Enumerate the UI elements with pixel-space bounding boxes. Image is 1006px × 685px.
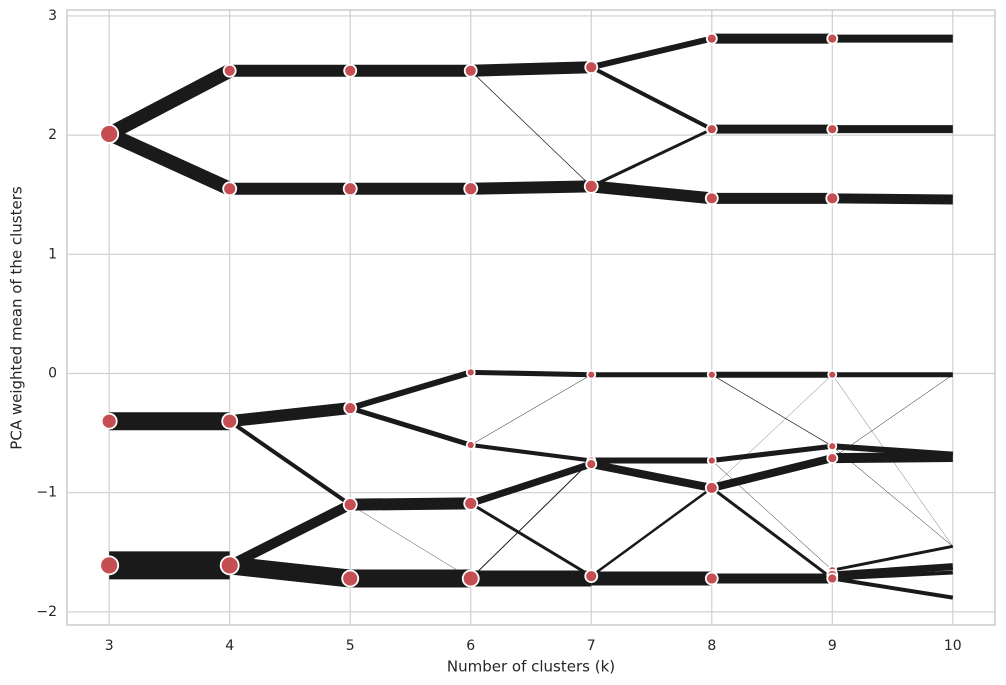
edge <box>711 460 833 571</box>
edge <box>710 486 834 580</box>
edge <box>470 70 592 187</box>
node <box>463 181 479 197</box>
edge <box>469 502 593 578</box>
y-tick-label: 3 <box>48 8 57 24</box>
node <box>705 123 718 136</box>
y-tick-label: −2 <box>36 604 57 620</box>
edge <box>590 127 713 188</box>
edge <box>711 443 833 464</box>
node <box>826 572 839 585</box>
edge <box>349 369 472 411</box>
node <box>825 191 840 206</box>
x-tick-label: 3 <box>105 638 114 654</box>
edge <box>831 576 954 600</box>
edge <box>832 193 953 205</box>
node <box>99 555 120 576</box>
x-tick-label: 9 <box>828 638 837 654</box>
edge <box>590 460 713 492</box>
node <box>343 401 358 415</box>
node <box>826 452 839 465</box>
node <box>826 32 839 45</box>
edge <box>832 374 953 547</box>
plot-background <box>67 10 995 625</box>
node <box>461 569 480 588</box>
node <box>704 571 719 586</box>
edge <box>470 443 592 463</box>
node <box>219 555 240 576</box>
edge <box>832 374 953 459</box>
edge <box>350 504 471 579</box>
edge <box>228 556 352 588</box>
node <box>583 178 599 194</box>
node <box>706 369 717 380</box>
y-axis-label: PCA weighted mean of the clusters <box>8 186 26 450</box>
edge <box>470 61 592 77</box>
edge <box>832 544 954 572</box>
node <box>704 481 719 495</box>
node <box>342 181 358 197</box>
edge <box>106 127 233 196</box>
node <box>706 455 717 466</box>
edge <box>350 497 471 511</box>
node <box>222 181 238 197</box>
node <box>100 412 118 430</box>
node <box>585 458 598 470</box>
node <box>222 63 237 78</box>
edge <box>470 460 592 579</box>
x-tick-label: 6 <box>466 638 475 654</box>
edge <box>227 500 353 570</box>
edge <box>470 369 592 378</box>
edge <box>710 454 834 492</box>
node <box>221 412 239 430</box>
node <box>99 124 120 144</box>
edge <box>832 451 953 464</box>
node <box>465 367 476 378</box>
x-tick-label: 5 <box>346 638 355 654</box>
node <box>343 63 358 78</box>
node <box>826 123 839 136</box>
x-tick-label: 10 <box>944 638 962 654</box>
edge <box>105 64 233 141</box>
y-tick-label: 0 <box>48 366 57 382</box>
edge <box>711 374 833 489</box>
edge <box>832 446 953 547</box>
node <box>584 60 599 75</box>
plot-frame <box>66 9 996 626</box>
edge <box>590 35 713 71</box>
node <box>584 569 599 584</box>
x-axis-label: Number of clusters (k) <box>447 658 615 676</box>
x-tick-label: 8 <box>707 638 716 654</box>
y-tick-label: −1 <box>36 485 57 501</box>
node <box>463 63 478 78</box>
node <box>827 441 838 452</box>
edge <box>590 486 713 578</box>
edge <box>590 180 713 205</box>
y-tick-label: 2 <box>48 127 57 143</box>
node <box>704 191 719 206</box>
y-tick-label: 1 <box>48 246 57 262</box>
edge <box>832 570 953 581</box>
edge <box>470 180 592 195</box>
x-tick-label: 7 <box>587 638 596 654</box>
node <box>341 569 360 588</box>
node <box>465 440 476 450</box>
node <box>827 369 838 380</box>
edge <box>228 419 352 507</box>
x-tick-label: 4 <box>225 638 234 654</box>
edge <box>590 65 713 131</box>
edge <box>711 374 833 447</box>
node <box>342 497 358 513</box>
node <box>463 496 479 511</box>
edge <box>349 405 472 448</box>
edge <box>470 374 592 446</box>
edge <box>469 460 593 507</box>
node <box>705 32 718 45</box>
edge <box>229 402 351 428</box>
node <box>586 369 597 380</box>
edge <box>832 563 954 579</box>
